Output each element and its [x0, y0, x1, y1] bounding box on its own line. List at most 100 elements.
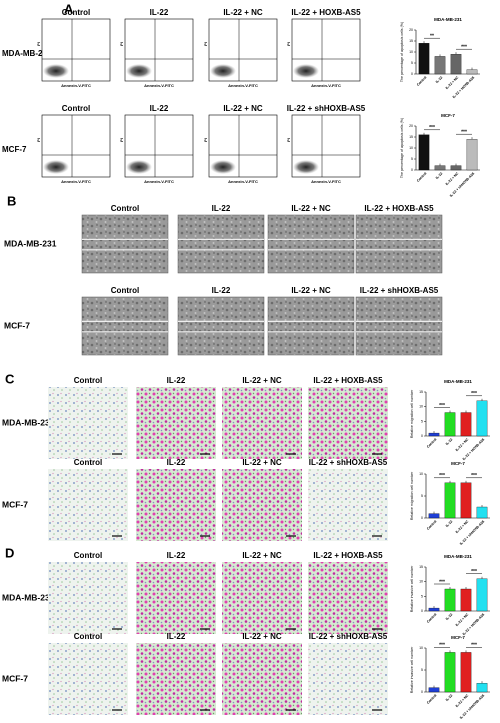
x-tick-label: Control	[426, 693, 437, 704]
column-header: IL-22 + HOXB-AS5	[313, 551, 383, 560]
column-header: IL-22 + NC	[291, 286, 331, 295]
row-label: MDA-MB-231	[2, 417, 55, 427]
x-axis-label: Annexin-V-FITC	[228, 179, 258, 184]
bar	[418, 43, 430, 75]
significance-label: ***	[471, 643, 477, 649]
x-tick-label: Control	[426, 612, 437, 623]
y-axis-label: Relative invasive cell number	[410, 565, 414, 612]
bar	[460, 482, 472, 519]
y-axis-label: PI	[119, 42, 124, 46]
scratch-image	[81, 296, 169, 356]
y-tick-label: 0	[421, 609, 423, 613]
x-tick-label: IL-22	[445, 693, 454, 702]
cell-cluster	[43, 160, 69, 174]
x-axis-label: Annexin-V-FITC	[228, 83, 258, 88]
column-header: IL-22 + NC	[242, 632, 282, 641]
bar	[428, 432, 440, 437]
y-tick-label: 15	[419, 390, 423, 394]
column-header: Control	[62, 104, 90, 113]
cell-cluster	[43, 64, 69, 78]
bar	[444, 482, 456, 519]
y-tick-label: 0	[421, 434, 423, 438]
x-tick-label: Control	[416, 75, 427, 86]
transwell-image	[222, 387, 302, 459]
transwell-image	[222, 643, 302, 715]
row-label: MDA-MB-231	[2, 49, 52, 58]
x-tick-label: IL-22	[445, 612, 454, 621]
y-axis-label: The percentage of apoptosis cells (%)	[400, 118, 404, 178]
x-tick-label: IL-22 + NC	[455, 437, 470, 452]
significance-label: ***	[439, 643, 445, 649]
bar	[466, 69, 478, 75]
significance-label: ***	[439, 403, 445, 409]
x-tick-label: IL-22 + NC	[455, 693, 470, 708]
x-axis-label: Annexin-V-FITC	[311, 83, 341, 88]
cell-cluster	[126, 160, 152, 174]
column-header: IL-22	[167, 551, 186, 560]
column-header: IL-22 + NC	[223, 104, 263, 113]
y-tick-label: 0	[421, 690, 423, 694]
bar	[460, 588, 472, 612]
panel-letter: D	[5, 545, 14, 560]
significance-label: ***	[471, 391, 477, 397]
significance-label: ***	[471, 473, 477, 479]
y-tick-label: 10	[409, 146, 413, 150]
transwell-image	[136, 643, 216, 715]
column-header: IL-22 + NC	[242, 376, 282, 385]
y-tick-label: 5	[411, 157, 413, 161]
column-header: IL-22	[150, 8, 169, 17]
transwell-image	[48, 469, 128, 541]
y-tick-label: 5	[421, 668, 423, 672]
y-tick-label: 10	[419, 405, 423, 409]
scratch-image	[177, 296, 265, 356]
significance-label: ***	[461, 130, 467, 136]
flow-plot	[41, 114, 111, 178]
panel-letter: A	[64, 1, 74, 16]
bar	[466, 139, 478, 171]
column-header: IL-22 + HOXB-AS5	[364, 204, 434, 213]
panel-letter: B	[7, 193, 16, 208]
column-header: IL-22 + NC	[223, 8, 263, 17]
y-axis-label: Relative invasive cell number	[410, 646, 414, 693]
bar	[450, 165, 462, 171]
column-header: IL-22 + HOXB-AS5	[291, 8, 361, 17]
scratch-image	[267, 296, 355, 356]
chart-title: MCF-7	[451, 635, 465, 640]
y-axis-label: Relative migration cell number	[410, 471, 414, 520]
column-header: IL-22	[167, 376, 186, 385]
x-axis-label: Annexin-V-FITC	[144, 83, 174, 88]
significance-label: ***	[471, 569, 477, 575]
y-tick-label: 0	[421, 516, 423, 520]
x-axis-label: Annexin-V-FITC	[61, 179, 91, 184]
x-tick-label: IL-22 + NC	[455, 612, 470, 627]
significance-label: ***	[439, 473, 445, 479]
column-header: IL-22	[167, 458, 186, 467]
transwell-image	[308, 562, 388, 634]
column-header: IL-22	[167, 632, 186, 641]
y-tick-label: 10	[419, 646, 423, 650]
bar	[444, 412, 456, 437]
transwell-image	[136, 562, 216, 634]
bar	[460, 652, 472, 693]
bar	[476, 578, 488, 612]
y-tick-label: 10	[419, 580, 423, 584]
x-tick-label: IL-22	[445, 519, 454, 528]
x-tick-label: IL-22 + NC	[455, 519, 470, 534]
column-header: IL-22 + shHOXB-AS5	[287, 104, 366, 113]
column-header: Control	[111, 204, 139, 213]
y-tick-label: 15	[409, 39, 413, 43]
column-header: Control	[74, 632, 102, 641]
y-tick-label: 15	[409, 135, 413, 139]
cell-cluster	[126, 64, 152, 78]
x-tick-label: Control	[426, 437, 437, 448]
transwell-image	[308, 469, 388, 541]
x-tick-label: Control	[416, 171, 427, 182]
panel-letter: C	[5, 371, 15, 386]
y-axis-label: PI	[286, 42, 291, 46]
transwell-image	[48, 387, 128, 459]
significance-label: **	[430, 34, 434, 40]
column-header: IL-22	[212, 204, 231, 213]
x-axis-label: Annexin-V-FITC	[311, 179, 341, 184]
column-header: IL-22 + shHOXB-AS5	[309, 458, 388, 467]
